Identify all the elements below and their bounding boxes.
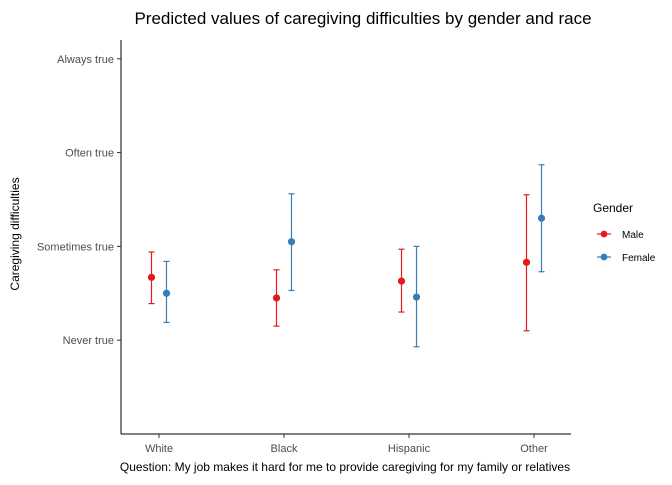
legend-title: Gender <box>593 201 633 215</box>
x-tick-label: Black <box>271 443 298 455</box>
chart-title: Predicted values of caregiving difficult… <box>134 9 591 28</box>
legend-label: Female <box>622 253 656 264</box>
series-male <box>147 194 531 332</box>
series-female <box>162 164 546 348</box>
legend-key-point <box>600 253 608 261</box>
legend-keys: Male Female <box>597 230 656 264</box>
x-tick-label: White <box>145 443 173 455</box>
y-ticks: Never true Sometimes true Often true Always… <box>37 54 121 347</box>
y-tick-label: Always true <box>57 54 114 66</box>
legend-label: Male <box>622 230 644 241</box>
x-ticks: White Black Hispanic Other <box>145 434 548 455</box>
y-tick-label: Sometimes true <box>37 241 114 253</box>
y-tick-label: Never true <box>63 335 114 347</box>
legend-key-point <box>600 230 608 238</box>
data-point <box>522 258 531 266</box>
legend: Gender Male Female <box>593 201 656 264</box>
data-point <box>412 293 421 301</box>
plot-area: Never true Sometimes true Often true Always… <box>37 40 571 455</box>
data-point <box>287 238 296 246</box>
x-tick-label: Hispanic <box>388 443 431 455</box>
legend-item-female: Female <box>597 253 656 264</box>
y-tick-label: Often true <box>65 148 114 160</box>
data-point <box>397 277 406 285</box>
x-tick-label: Other <box>520 443 548 455</box>
legend-item-male: Male <box>597 230 644 241</box>
x-axis-title: Question: My job makes it hard for me to… <box>120 460 570 474</box>
y-axis-title: Caregiving difficulties <box>8 177 22 290</box>
data-point <box>272 294 281 302</box>
data-point <box>147 273 156 281</box>
data-marks <box>147 164 546 348</box>
data-point <box>537 214 546 222</box>
data-point <box>162 289 171 297</box>
